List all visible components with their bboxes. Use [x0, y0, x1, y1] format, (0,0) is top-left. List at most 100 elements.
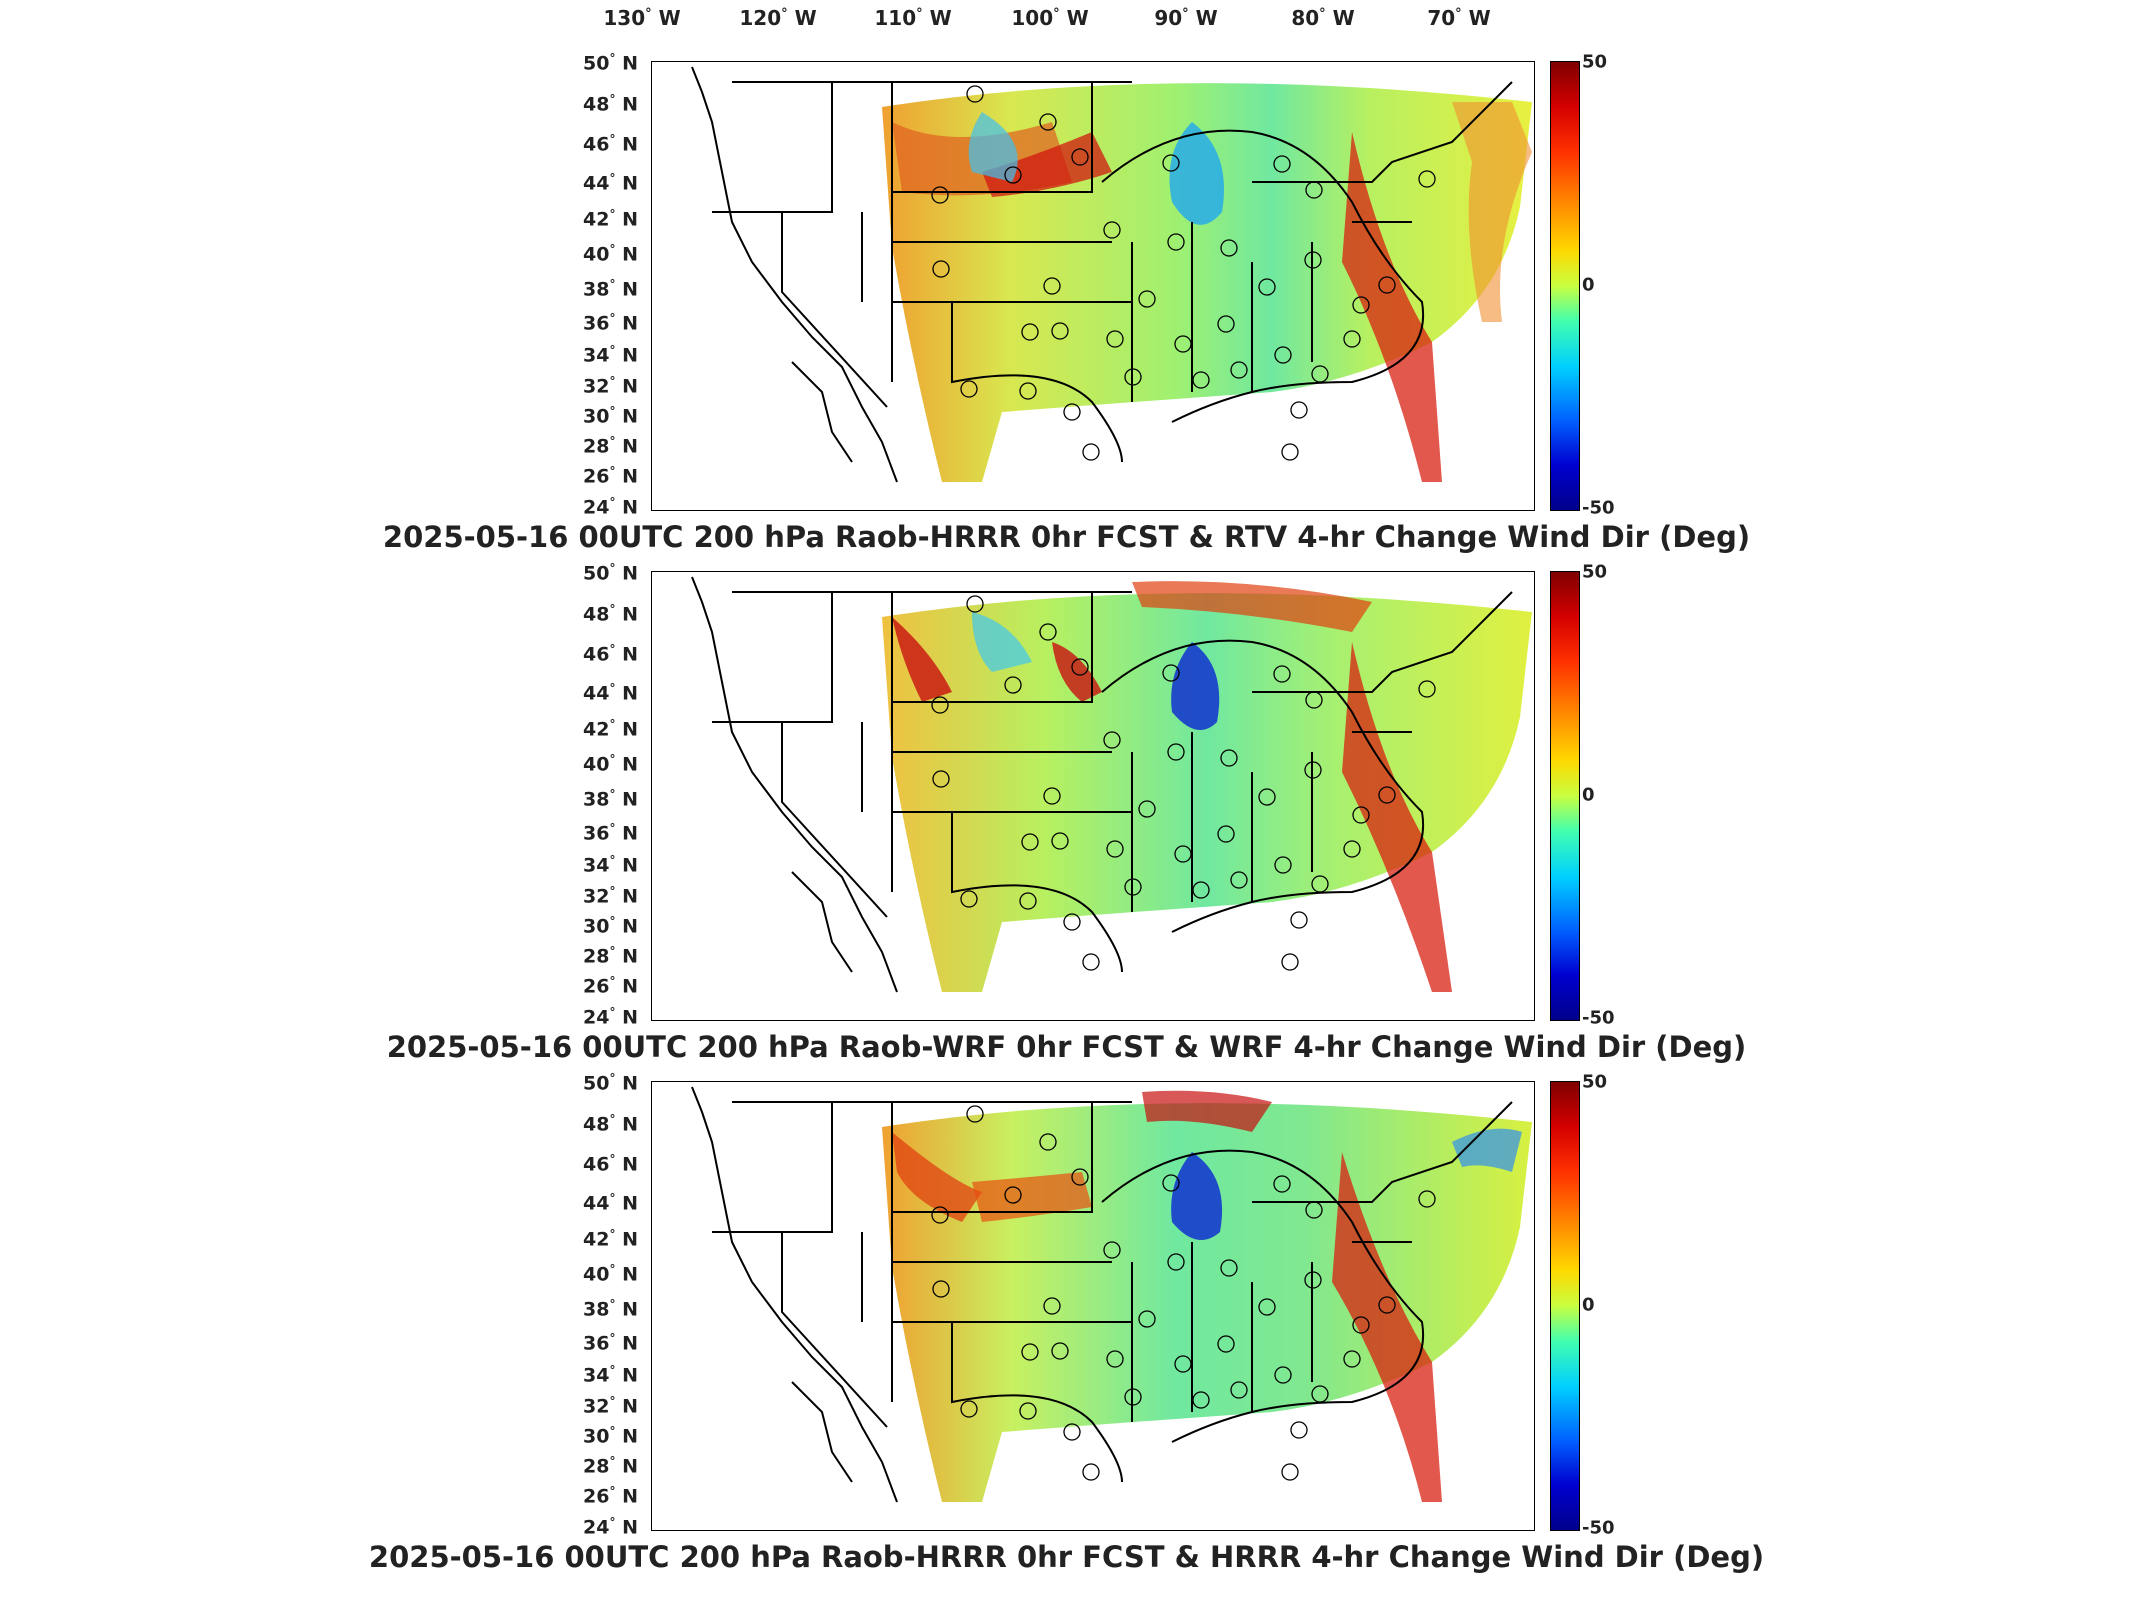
latitude-label: 46° N: [583, 642, 638, 666]
latitude-label: 42° N: [583, 207, 638, 231]
wind-direction-map: [691, 1086, 1532, 1503]
map-plot: [651, 61, 1535, 511]
wind-direction-map: [691, 576, 1532, 993]
wind-anomaly-band: [1452, 1128, 1522, 1172]
colorbar-max-label: 50: [1582, 51, 1608, 73]
wind-anomaly-band: [972, 1172, 1092, 1222]
wind-anomaly-band: [972, 612, 1032, 672]
colorbar-max-label: 50: [1582, 561, 1608, 583]
longitude-label: 120° W: [739, 6, 817, 30]
longitude-label: 130° W: [603, 6, 681, 30]
latitude-axis: 50° N 48° N 46° N 44° N 42° N 40° N 38° …: [560, 561, 650, 1028]
panel-title: 2025-05-16 00UTC 200 hPa Raob-HRRR 0hr F…: [382, 520, 1751, 554]
wind-direction-map: [691, 66, 1532, 483]
map-panel-1: 50° N 48° N 46° N 44° N 42° N 40° N 38° …: [0, 0, 2133, 560]
wind-anomaly-band: [892, 617, 952, 702]
latitude-label: 50° N: [583, 1071, 638, 1095]
wind-anomaly-band: [892, 1132, 982, 1222]
latitude-label: 40° N: [583, 752, 638, 776]
latitude-label: 34° N: [583, 853, 638, 877]
latitude-label: 32° N: [583, 1394, 638, 1418]
wind-anomaly-band: [1052, 642, 1102, 702]
panel-title: 2025-05-16 00UTC 200 hPa Raob-HRRR 0hr F…: [368, 1540, 1765, 1574]
wind-anomaly-band: [1171, 642, 1220, 730]
colorbar-min-label: -50: [1582, 1517, 1615, 1539]
latitude-label: 40° N: [583, 1262, 638, 1286]
latitude-label: 34° N: [583, 343, 638, 367]
latitude-label: 26° N: [583, 1484, 638, 1508]
panel-title: 2025-05-16 00UTC 200 hPa Raob-WRF 0hr FC…: [386, 1030, 1747, 1064]
colorbar-mid-label: 0: [1582, 274, 1595, 296]
latitude-label: 44° N: [583, 681, 638, 705]
map-plot: [651, 1081, 1535, 1531]
latitude-label: 46° N: [583, 132, 638, 156]
coastline-and-borders: [691, 66, 1513, 483]
longitude-label: 100° W: [1011, 6, 1089, 30]
latitude-label: 50° N: [583, 51, 638, 75]
latitude-label: 28° N: [583, 944, 638, 968]
colorbar-mid-label: 0: [1582, 784, 1595, 806]
coastline-and-borders: [691, 1086, 1513, 1503]
wind-anomaly-band: [1342, 642, 1452, 992]
latitude-label: 34° N: [583, 1363, 638, 1387]
latitude-label: 48° N: [583, 1112, 638, 1136]
latitude-label: 26° N: [583, 974, 638, 998]
latitude-label: 42° N: [583, 1227, 638, 1251]
latitude-label: 24° N: [583, 1515, 638, 1539]
station-markers: [931, 1105, 1436, 1481]
longitude-axis: 130° W 120° W 110° W 100° W 90° W 80° W …: [0, 0, 2133, 40]
latitude-label: 30° N: [583, 914, 638, 938]
wind-anomaly-band: [968, 112, 1018, 182]
latitude-label: 28° N: [583, 434, 638, 458]
latitude-label: 40° N: [583, 242, 638, 266]
latitude-label: 32° N: [583, 884, 638, 908]
latitude-label: 30° N: [583, 1424, 638, 1448]
longitude-label: 70° W: [1427, 6, 1491, 30]
latitude-label: 44° N: [583, 171, 638, 195]
station-markers: [931, 85, 1436, 461]
latitude-label: 26° N: [583, 464, 638, 488]
latitude-label: 48° N: [583, 92, 638, 116]
longitude-label: 110° W: [874, 6, 952, 30]
wind-anomaly-band: [982, 132, 1112, 197]
longitude-label: 80° W: [1291, 6, 1355, 30]
latitude-axis: 50° N 48° N 46° N 44° N 42° N 40° N 38° …: [560, 51, 650, 518]
latitude-label: 44° N: [583, 1191, 638, 1215]
wind-anomaly-band: [1169, 122, 1224, 225]
wind-anomaly-band: [1171, 1152, 1223, 1240]
latitude-label: 38° N: [583, 277, 638, 301]
wind-anomaly-band: [1142, 1090, 1272, 1132]
latitude-label: 48° N: [583, 602, 638, 626]
latitude-label: 38° N: [583, 1297, 638, 1321]
colorbar-min-label: -50: [1582, 1007, 1615, 1029]
latitude-label: 50° N: [583, 561, 638, 585]
map-panel-2: 50° N 48° N 46° N 44° N 42° N 40° N 38° …: [386, 561, 1747, 1064]
latitude-label: 32° N: [583, 374, 638, 398]
station-markers: [931, 595, 1436, 971]
latitude-axis: 50° N 48° N 46° N 44° N 42° N 40° N 38° …: [560, 1071, 650, 1538]
latitude-label: 24° N: [583, 1005, 638, 1029]
latitude-label: 46° N: [583, 1152, 638, 1176]
wind-anomaly-band: [1332, 1152, 1442, 1502]
colorbar: [1550, 571, 1580, 1021]
colorbar-mid-label: 0: [1582, 1294, 1595, 1316]
latitude-label: 28° N: [583, 1454, 638, 1478]
wind-anomaly-band: [1342, 132, 1442, 482]
colorbar: [1550, 1081, 1580, 1531]
latitude-label: 24° N: [583, 495, 638, 519]
latitude-label: 36° N: [583, 311, 638, 335]
latitude-label: 30° N: [583, 404, 638, 428]
latitude-label: 38° N: [583, 787, 638, 811]
colorbar-max-label: 50: [1582, 1071, 1608, 1093]
latitude-label: 36° N: [583, 1331, 638, 1355]
latitude-label: 42° N: [583, 717, 638, 741]
colorbar-min-label: -50: [1582, 497, 1615, 519]
coastline-and-borders: [691, 576, 1513, 993]
wind-anomaly-band: [1132, 581, 1372, 632]
latitude-label: 36° N: [583, 821, 638, 845]
longitude-label: 90° W: [1154, 6, 1218, 30]
colorbar: [1550, 61, 1580, 511]
wind-anomaly-band: [1452, 102, 1532, 322]
map-plot: [651, 571, 1535, 1021]
